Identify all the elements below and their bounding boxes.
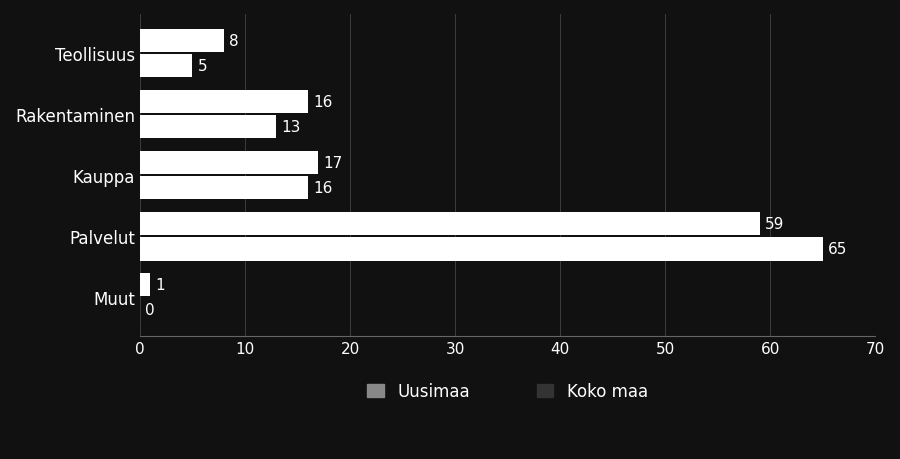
Text: 1: 1 (156, 277, 166, 292)
Text: 13: 13 (282, 120, 302, 135)
Legend: Uusimaa, Koko maa: Uusimaa, Koko maa (359, 374, 656, 409)
Bar (140, 273, 150, 296)
Bar (140, 177, 308, 200)
Text: 65: 65 (828, 242, 848, 257)
Bar (140, 212, 760, 235)
Text: 17: 17 (324, 156, 343, 170)
Bar (140, 151, 319, 174)
Text: 16: 16 (313, 181, 333, 196)
Text: 16: 16 (313, 95, 333, 110)
Bar (140, 29, 224, 53)
Bar (140, 238, 823, 261)
Bar (140, 55, 193, 78)
Bar (140, 90, 308, 114)
Text: 5: 5 (198, 59, 207, 74)
Bar (140, 116, 276, 139)
Text: 8: 8 (230, 34, 238, 49)
Text: 0: 0 (145, 303, 155, 318)
Text: 59: 59 (765, 216, 785, 231)
